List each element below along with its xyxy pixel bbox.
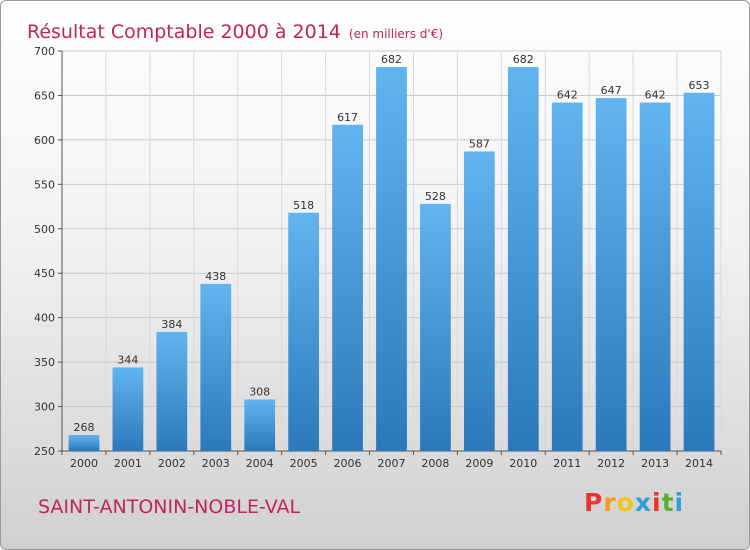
data-label-2012: 647 (601, 84, 622, 97)
bar-2011 (551, 102, 583, 452)
brand-letter: x (634, 488, 652, 517)
bar-2013 (639, 102, 671, 452)
bar-layer (68, 67, 715, 452)
bar-2005 (288, 212, 320, 451)
x-tick-label-2003: 2003 (202, 457, 230, 470)
bar-2009 (463, 151, 495, 451)
bar-2008 (420, 203, 451, 451)
y-tick-label: 250 (34, 445, 55, 458)
y-tick-label: 400 (34, 312, 55, 325)
proxiti-logo[interactable]: Proxiti (584, 488, 684, 517)
x-tick-label-2000: 2000 (70, 457, 98, 470)
chart-title-main: Résultat Comptable 2000 à 2014 (27, 21, 341, 43)
brand-letter: t (661, 488, 675, 517)
y-tick-label: 300 (34, 401, 55, 414)
x-tick-label-2013: 2013 (641, 457, 669, 470)
data-label-2011: 642 (557, 89, 578, 102)
brand-letter: P (584, 488, 604, 517)
brand-letter: i (652, 488, 662, 517)
x-tick-label-2011: 2011 (553, 457, 581, 470)
bar-2007 (376, 67, 407, 451)
x-tick-label-2002: 2002 (158, 457, 186, 470)
bar-2003 (200, 283, 232, 451)
brand-letter: r (603, 488, 617, 517)
y-tick-label: 450 (34, 267, 55, 280)
y-tick-label: 650 (34, 89, 55, 102)
data-label-2013: 642 (645, 89, 666, 102)
data-label-2002: 384 (161, 318, 182, 331)
x-tick-label-2009: 2009 (465, 457, 493, 470)
data-label-2008: 528 (425, 190, 446, 203)
data-label-2009: 587 (469, 137, 490, 150)
x-tick-label-2008: 2008 (421, 457, 449, 470)
y-tick-label: 500 (34, 223, 55, 236)
bar-2002 (156, 331, 188, 451)
x-tick-label-2005: 2005 (290, 457, 318, 470)
data-label-2005: 518 (293, 199, 314, 212)
bar-2001 (112, 367, 144, 451)
y-tick-label: 600 (34, 134, 55, 147)
x-tick-label-2014: 2014 (685, 457, 713, 470)
data-label-2000: 268 (73, 421, 94, 434)
bar-2014 (683, 92, 715, 452)
x-tick-label-2012: 2012 (597, 457, 625, 470)
brand-letter: o (616, 488, 635, 517)
bar-2012 (595, 98, 627, 451)
chart-title: Résultat Comptable 2000 à 2014 (en millie… (27, 8, 443, 46)
bar-2000 (68, 435, 100, 451)
brand-letter: i (674, 488, 685, 517)
data-label-2014: 653 (689, 79, 710, 92)
label-layer: 268 344 384 438 308 518 617 682 528 587 682 642 647 6… (73, 53, 709, 434)
bar-2004 (244, 399, 276, 451)
chart-unit-note: (en milliers d'€) (348, 27, 444, 41)
commune-name: SAINT-ANTONIN-NOBLE-VAL (38, 496, 301, 518)
x-tick-label-2007: 2007 (378, 457, 406, 470)
data-label-2001: 344 (117, 353, 138, 366)
x-tick-label-2001: 2001 (114, 457, 142, 470)
x-tick-label-2006: 2006 (334, 457, 362, 470)
data-label-2003: 438 (205, 270, 226, 283)
data-label-2007: 682 (381, 53, 402, 66)
data-label-2004: 308 (249, 385, 270, 398)
bar-2006 (332, 124, 363, 452)
x-tick-label-2004: 2004 (246, 457, 274, 470)
y-tick-label: 700 (34, 45, 55, 58)
x-tick-label-2010: 2010 (509, 457, 537, 470)
data-label-2006: 617 (337, 111, 358, 124)
data-label-2010: 682 (513, 53, 534, 66)
y-tick-label: 350 (34, 356, 55, 369)
y-tick-label: 550 (34, 178, 55, 191)
axis-layer: 250 300 350 400 450 500 550 600 650 700 2000 2001 20… (34, 45, 722, 470)
bar-2010 (507, 67, 539, 451)
